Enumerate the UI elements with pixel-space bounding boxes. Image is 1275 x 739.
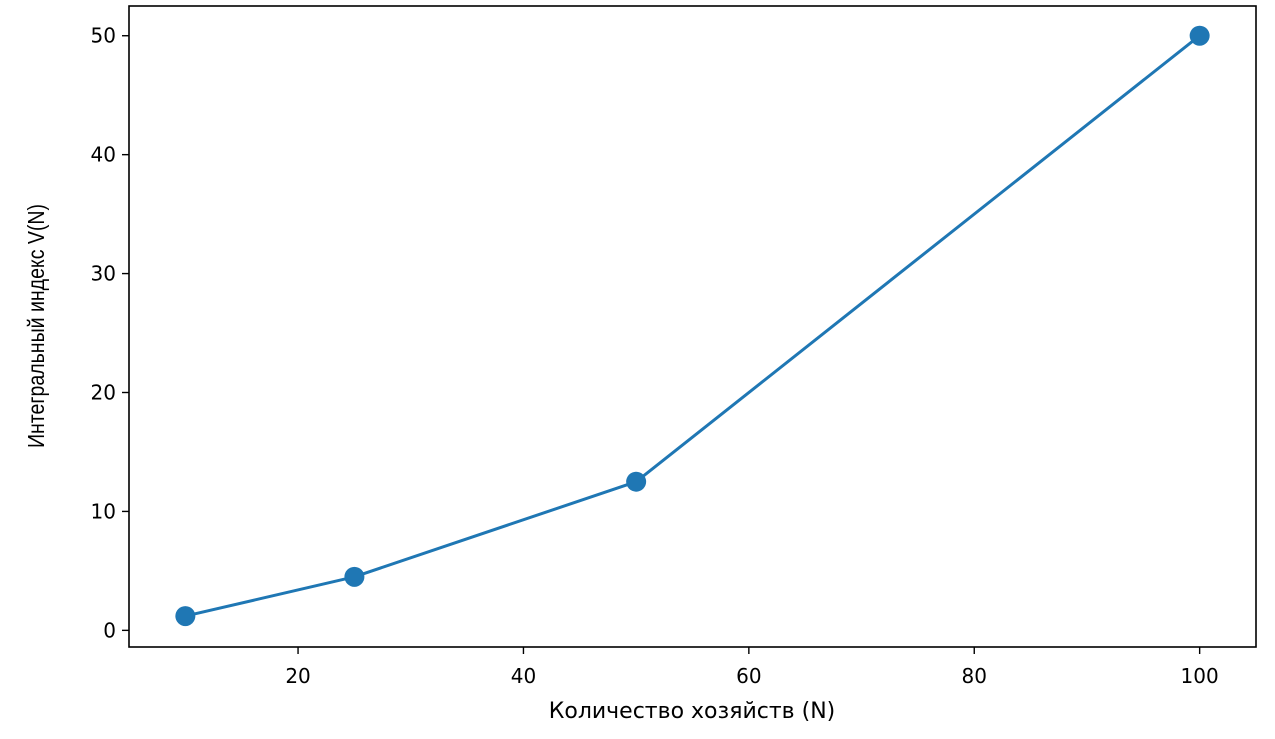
data-point (175, 606, 196, 627)
y-tick-label: 10 (91, 499, 116, 523)
y-tick-label: 20 (91, 381, 116, 405)
series-line (184, 34, 1201, 618)
data-point (626, 471, 647, 492)
x-tick-label: 80 (962, 664, 987, 688)
y-axis-ticks: 0 10 20 30 40 50 (91, 24, 129, 642)
y-tick-label: 0 (103, 618, 116, 642)
data-point (1189, 25, 1210, 46)
x-axis-label: Количество хозяйств (N) (549, 699, 836, 724)
data-point (344, 566, 365, 587)
x-tick-label: 60 (736, 664, 761, 688)
y-axis-label: Интегральный индекс V(N) (24, 204, 50, 448)
plot-frame (128, 5, 1257, 648)
x-tick-label: 100 (1181, 664, 1219, 688)
x-tick-label: 20 (285, 664, 310, 688)
x-tick-label: 40 (511, 664, 536, 688)
y-tick-label: 40 (91, 143, 116, 167)
y-tick-label: 50 (91, 24, 116, 48)
y-tick-label: 30 (91, 262, 116, 286)
x-axis-ticks: 20 40 60 80 100 (285, 647, 1219, 688)
series-group (175, 25, 1210, 627)
